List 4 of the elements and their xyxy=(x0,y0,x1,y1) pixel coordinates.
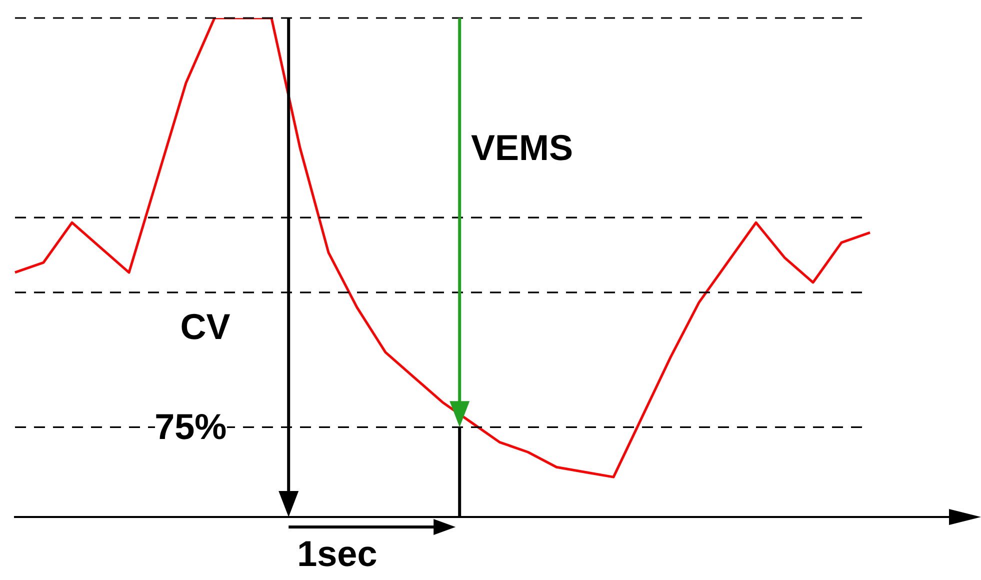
annotation: CV xyxy=(180,306,230,348)
annotation: 75% xyxy=(154,406,227,448)
annotation: VEMS xyxy=(471,126,574,168)
text: 1sec xyxy=(297,533,378,574)
